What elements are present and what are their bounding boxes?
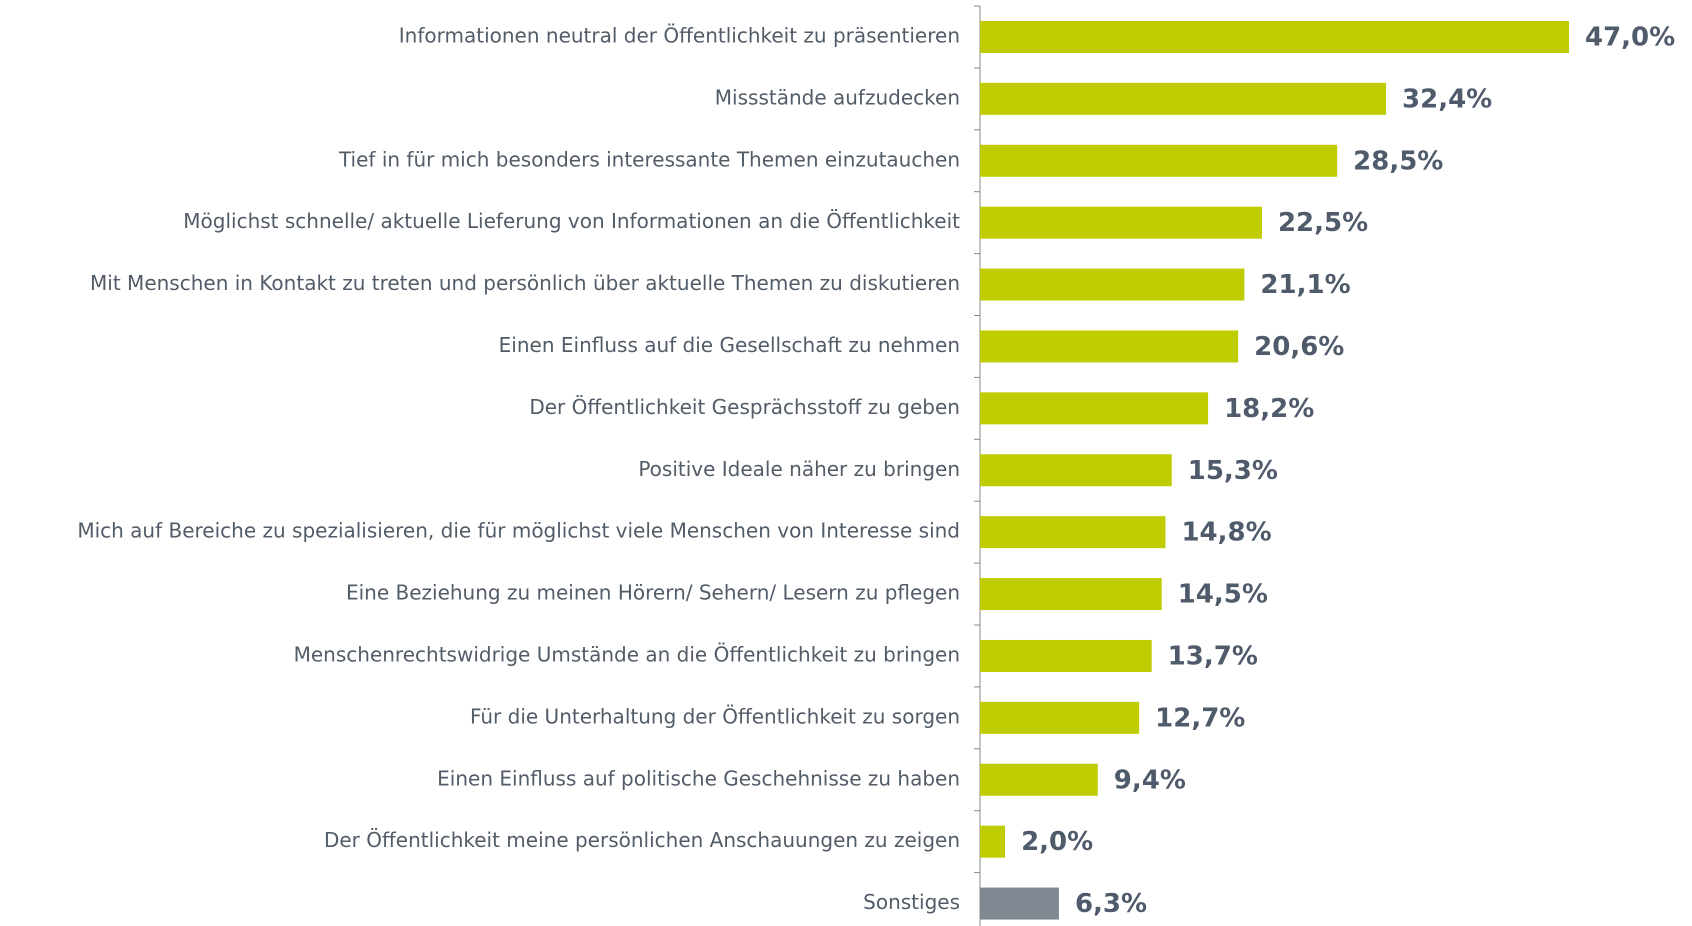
bar [980, 763, 1098, 796]
value-label: 2,0% [1021, 827, 1093, 857]
value-label: 28,5% [1353, 146, 1443, 176]
category-label: Mit Menschen in Kontakt zu treten und pe… [90, 271, 960, 295]
category-label: Einen Einfluss auf die Gesellschaft zu n… [499, 333, 960, 357]
value-label: 20,6% [1254, 332, 1344, 362]
category-label: Menschenrechtswidrige Umstände an die Öf… [294, 642, 960, 666]
bar [980, 639, 1152, 672]
bar [980, 887, 1059, 920]
category-label: Informationen neutral der Öffentlichkeit… [399, 23, 960, 47]
value-label: 14,8% [1181, 518, 1271, 548]
bar [980, 82, 1387, 115]
value-label: 15,3% [1188, 456, 1278, 486]
bar [980, 268, 1245, 301]
category-label: Eine Beziehung zu meinen Hörern/ Sehern/… [346, 581, 960, 605]
value-label: 32,4% [1402, 84, 1492, 114]
value-label: 6,3% [1075, 889, 1147, 919]
category-label: Möglichst schnelle/ aktuelle Lieferung v… [183, 209, 960, 233]
bar [980, 516, 1166, 549]
category-label: Missstände aufzudecken [715, 85, 960, 109]
value-label: 21,1% [1260, 270, 1350, 300]
category-label: Einen Einfluss auf politische Geschehnis… [437, 766, 960, 790]
value-label: 13,7% [1168, 641, 1258, 671]
category-label: Für die Unterhaltung der Öffentlichkeit … [470, 704, 960, 728]
bar [980, 20, 1569, 53]
value-label: 18,2% [1224, 394, 1314, 424]
bar [980, 392, 1209, 425]
category-label: Der Öffentlichkeit Gesprächsstoff zu geb… [529, 395, 960, 419]
category-label: Mich auf Bereiche zu spezialisieren, die… [77, 519, 960, 543]
bar [980, 701, 1140, 734]
category-label: Positive Ideale näher zu bringen [638, 457, 960, 481]
value-label: 14,5% [1178, 580, 1268, 610]
bar [980, 825, 1006, 858]
bar [980, 144, 1338, 177]
bar [980, 578, 1162, 611]
category-label: Der Öffentlichkeit meine persönlichen An… [324, 828, 960, 852]
bar [980, 454, 1172, 487]
value-label: 47,0% [1585, 22, 1675, 52]
value-label: 22,5% [1278, 208, 1368, 238]
bar [980, 330, 1239, 363]
value-label: 9,4% [1114, 765, 1186, 795]
bar [980, 206, 1262, 239]
category-label: Tief in für mich besonders interessante … [338, 147, 960, 171]
category-label: Sonstiges [863, 890, 960, 914]
value-label: 12,7% [1155, 703, 1245, 733]
